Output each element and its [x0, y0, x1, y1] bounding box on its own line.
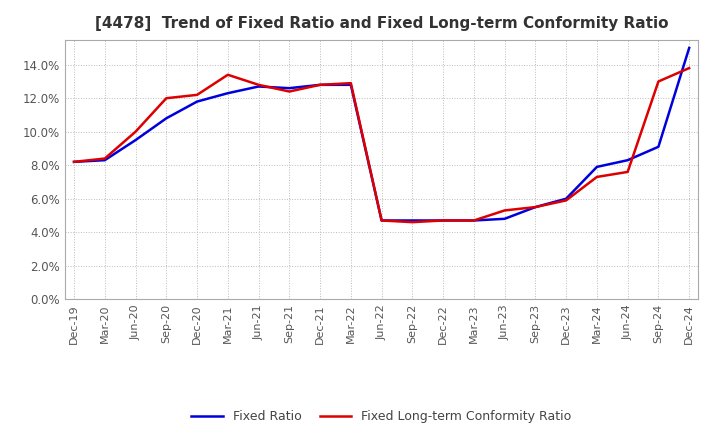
Fixed Long-term Conformity Ratio [593, 174, 601, 180]
Fixed Long-term Conformity Ratio [654, 79, 662, 84]
Fixed Long-term Conformity Ratio [685, 66, 693, 71]
Fixed Long-term Conformity Ratio [70, 159, 78, 165]
Fixed Ratio [285, 85, 294, 91]
Fixed Long-term Conformity Ratio [316, 82, 325, 88]
Fixed Ratio [500, 216, 509, 221]
Fixed Ratio [346, 82, 355, 88]
Fixed Ratio [193, 99, 202, 104]
Fixed Long-term Conformity Ratio [131, 129, 140, 134]
Fixed Ratio [469, 218, 478, 223]
Fixed Ratio [316, 82, 325, 88]
Fixed Long-term Conformity Ratio [162, 95, 171, 101]
Fixed Ratio [131, 137, 140, 143]
Fixed Long-term Conformity Ratio [285, 89, 294, 94]
Fixed Ratio [162, 116, 171, 121]
Fixed Long-term Conformity Ratio [438, 218, 447, 223]
Fixed Long-term Conformity Ratio [346, 81, 355, 86]
Fixed Ratio [223, 91, 232, 96]
Fixed Ratio [408, 218, 417, 223]
Fixed Long-term Conformity Ratio [469, 218, 478, 223]
Fixed Ratio [593, 164, 601, 169]
Fixed Long-term Conformity Ratio [254, 82, 263, 88]
Fixed Ratio [254, 84, 263, 89]
Fixed Ratio [654, 144, 662, 150]
Fixed Long-term Conformity Ratio [408, 220, 417, 225]
Fixed Ratio [624, 158, 632, 163]
Fixed Ratio [70, 159, 78, 165]
Title: [4478]  Trend of Fixed Ratio and Fixed Long-term Conformity Ratio: [4478] Trend of Fixed Ratio and Fixed Lo… [95, 16, 668, 32]
Fixed Ratio [685, 45, 693, 51]
Fixed Long-term Conformity Ratio [531, 205, 540, 210]
Legend: Fixed Ratio, Fixed Long-term Conformity Ratio: Fixed Ratio, Fixed Long-term Conformity … [186, 405, 577, 428]
Fixed Long-term Conformity Ratio [377, 218, 386, 223]
Fixed Ratio [562, 196, 570, 202]
Fixed Long-term Conformity Ratio [101, 156, 109, 161]
Line: Fixed Ratio: Fixed Ratio [74, 48, 689, 220]
Line: Fixed Long-term Conformity Ratio: Fixed Long-term Conformity Ratio [74, 68, 689, 222]
Fixed Long-term Conformity Ratio [223, 72, 232, 77]
Fixed Long-term Conformity Ratio [562, 198, 570, 203]
Fixed Ratio [377, 218, 386, 223]
Fixed Long-term Conformity Ratio [500, 208, 509, 213]
Fixed Long-term Conformity Ratio [193, 92, 202, 98]
Fixed Ratio [531, 205, 540, 210]
Fixed Ratio [101, 158, 109, 163]
Fixed Ratio [438, 218, 447, 223]
Fixed Long-term Conformity Ratio [624, 169, 632, 175]
